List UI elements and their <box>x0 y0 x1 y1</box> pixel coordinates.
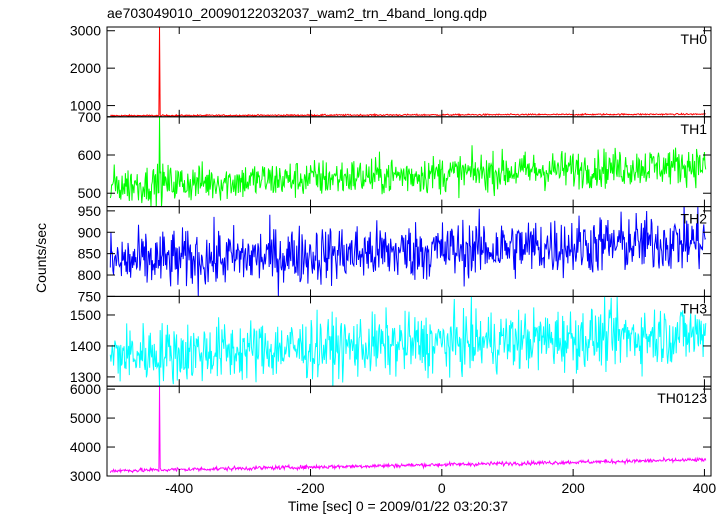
panel-label-th2: TH2 <box>681 211 708 227</box>
y-tick-label: 950 <box>78 203 102 219</box>
y-tick-label: 1400 <box>70 338 101 354</box>
x-tick-label: -400 <box>165 480 193 496</box>
panel-label-th0123: TH0123 <box>657 390 707 406</box>
panel-label-th0: TH0 <box>681 31 708 47</box>
y-tick-label: 3000 <box>70 468 101 484</box>
panel-frame-th0 <box>106 26 712 118</box>
y-tick-label: 1000 <box>70 98 101 114</box>
x-tick-label: -200 <box>297 480 325 496</box>
y-tick-label: 5000 <box>70 410 101 426</box>
y-tick-label: 850 <box>78 246 102 262</box>
x-axis-label: Time [sec] 0 = 2009/01/22 03:20:37 <box>288 498 508 514</box>
series-line-th0 <box>110 27 706 117</box>
y-tick-label: 3000 <box>70 23 101 39</box>
panel-th0: 1000 2000 3000 TH0 <box>70 23 712 118</box>
panel-label-th1: TH1 <box>681 121 708 137</box>
y-tick-label: 900 <box>78 224 102 240</box>
y-tick-label: 2000 <box>70 60 101 76</box>
x-tick-label: 200 <box>561 480 585 496</box>
panel-th0123: 3000 4000 5000 6000 TH0123 <box>70 381 712 484</box>
series-line-th0123 <box>109 386 707 474</box>
panels-group: 100020003000TH0500600700TH17508008509009… <box>70 23 716 496</box>
y-axis-label: Counts/sec <box>33 223 49 293</box>
panel-label-th3: TH3 <box>681 300 708 316</box>
series-line-th3 <box>109 296 707 387</box>
panel-th2: 750 800 850 900 950 TH2 <box>78 203 712 304</box>
panel-th3: 1300 1400 1500 TH3 <box>70 295 712 387</box>
chart-title: ae703049010_20090122032037_wam2_trn_4ban… <box>107 5 487 21</box>
y-tick-label: 4000 <box>70 439 101 455</box>
y-tick-label: 500 <box>78 185 102 201</box>
panel-th1: 500 600 700 TH1 <box>78 109 712 208</box>
y-tick-label: 6000 <box>70 381 101 397</box>
panel-frame-th0123 <box>106 385 712 477</box>
y-tick-label: 600 <box>78 147 102 163</box>
x-tick-label: 400 <box>693 480 717 496</box>
y-tick-label: 1300 <box>70 369 101 385</box>
x-tick-label: 0 <box>438 480 446 496</box>
series-line-th1 <box>109 116 707 207</box>
y-tick-label: 1500 <box>70 307 101 323</box>
y-tick-label: 700 <box>78 109 102 125</box>
series-line-th2 <box>109 206 707 297</box>
y-tick-label: 800 <box>78 267 102 283</box>
y-tick-label: 750 <box>78 288 102 304</box>
